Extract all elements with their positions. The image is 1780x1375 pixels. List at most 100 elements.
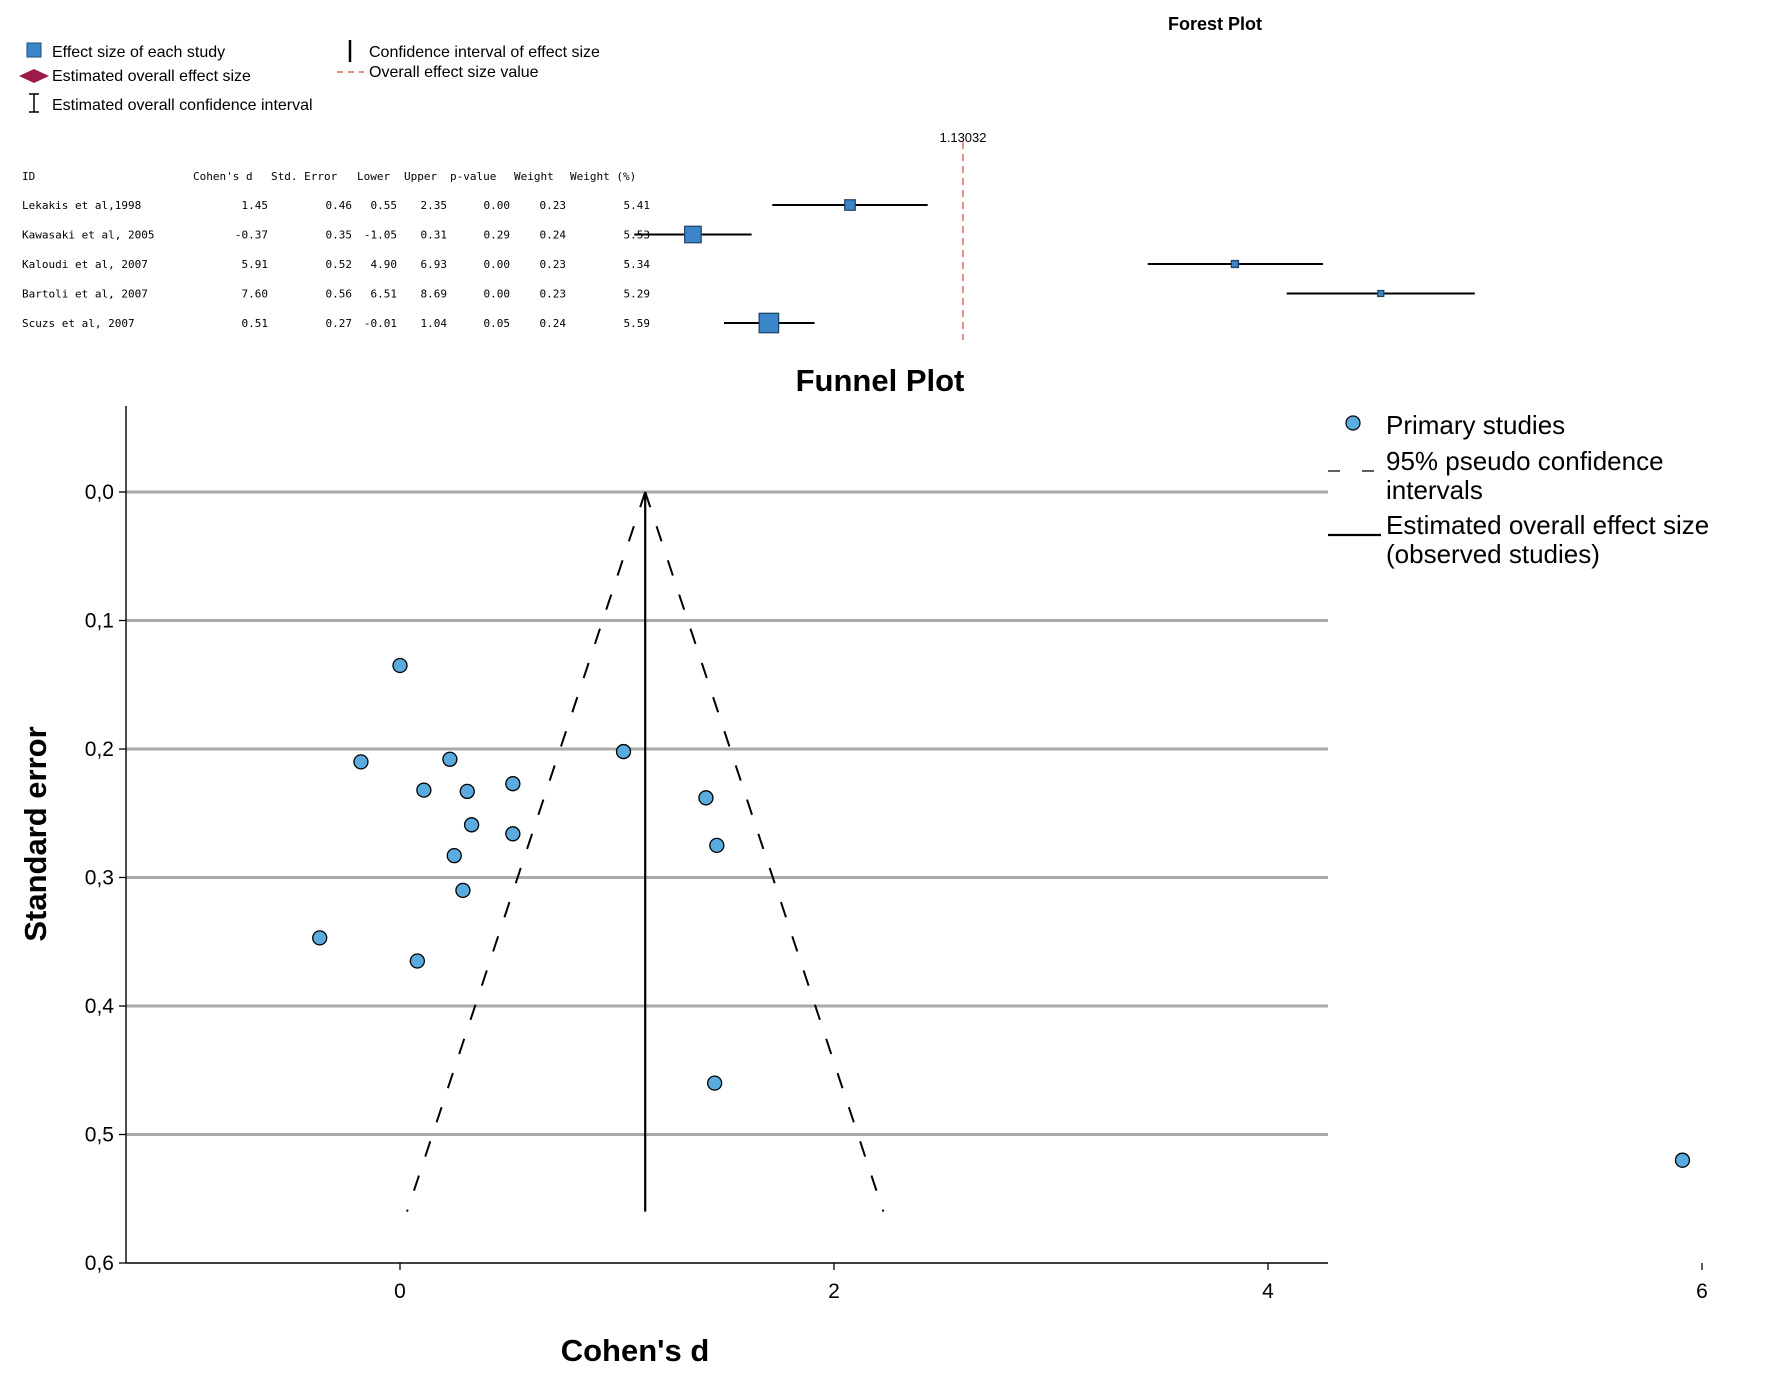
forest-cell-p: 0.00 (484, 288, 511, 301)
forest-cell-id: Kaloudi et al, 2007 (22, 258, 148, 271)
forest-cell-w: 0.23 (540, 199, 567, 212)
funnel-plot: Funnel Plot 0,00,10,20,30,40,50,6-202468… (18, 363, 1709, 1368)
forest-graph (634, 142, 1475, 340)
study-point (698, 790, 714, 806)
study-point (455, 882, 471, 898)
pseudo-ci-right (644, 491, 885, 1212)
funnel-axes: 0,00,10,20,30,40,50,6-202468 (85, 406, 1708, 1303)
forest-effect-box (758, 312, 780, 334)
forest-cell-id: Lekakis et al,1998 (22, 199, 141, 212)
legend-overall-ci-label: Estimated overall confidence interval (52, 97, 313, 114)
forest-cell-lower: 6.51 (371, 288, 398, 301)
funnel-plot-title: Funnel Plot (796, 363, 965, 398)
forest-plot-title: Forest Plot (1168, 14, 1262, 34)
legend-primary-studies-marker (1345, 415, 1361, 431)
col-header-lower: Lower (357, 170, 390, 183)
y-tick-label: 0,6 (85, 1252, 114, 1275)
x-tick-label: 4 (1262, 1280, 1274, 1303)
forest-cell-w: 0.23 (540, 258, 567, 271)
y-tick-label: 0,4 (85, 995, 115, 1018)
col-header-weight: Weight (514, 170, 554, 183)
study-point (707, 1075, 723, 1091)
x-tick-label: 0 (394, 1280, 406, 1303)
forest-table-rows: Lekakis et al,1998 1.45 0.46 0.55 2.35 0.00 0.… (22, 199, 650, 330)
x-tick-label: 2 (828, 1280, 840, 1303)
y-axis-label: Standard error (18, 726, 53, 941)
forest-cell-upper: 6.93 (421, 258, 448, 271)
legend-overall-value-label: Overall effect size value (369, 64, 539, 81)
forest-cell-se: 0.27 (326, 317, 353, 330)
funnel-legend: Primary studies 95% pseudo confidence in… (1328, 410, 1709, 569)
legend-pseudo-ci-label-line1: 95% pseudo confidence (1386, 446, 1664, 476)
forest-plot: Forest Plot Effect size of each study Es… (19, 14, 1475, 340)
legend-primary-studies-label: Primary studies (1386, 410, 1565, 440)
forest-cell-w: 0.24 (540, 317, 567, 330)
forest-cell-se: 0.35 (326, 229, 353, 242)
forest-cell-lower: -0.01 (364, 317, 397, 330)
forest-cell-wp: 5.29 (624, 288, 651, 301)
pseudo-confidence-intervals (406, 491, 885, 1212)
funnel-points (312, 657, 1691, 1168)
forest-cell-se: 0.56 (326, 288, 353, 301)
forest-table: ID Cohen's d Std. Error Lower Upper p-va… (22, 170, 636, 183)
forest-cell-p: 0.29 (484, 229, 511, 242)
forest-cell-upper: 0.31 (421, 229, 448, 242)
forest-cell-d: -0.37 (235, 229, 268, 242)
forest-cell-d: 1.45 (242, 199, 269, 212)
study-point (442, 751, 458, 767)
forest-cell-lower: -1.05 (364, 229, 397, 242)
forest-cell-d: 7.60 (242, 288, 269, 301)
forest-cell-w: 0.24 (540, 229, 567, 242)
study-point (312, 930, 328, 946)
col-header-id: ID (22, 170, 35, 183)
funnel-grid (126, 490, 1328, 1136)
legend-pseudo-ci-label-line2: intervals (1386, 475, 1483, 505)
forest-legend: Effect size of each study Estimated over… (19, 40, 600, 114)
forest-cell-id: Kawasaki et al, 2005 (22, 229, 154, 242)
forest-cell-p: 0.05 (484, 317, 511, 330)
col-header-p-value: p-value (450, 170, 496, 183)
y-tick-label: 0,1 (85, 610, 114, 633)
y-tick-label: 0,5 (85, 1124, 114, 1147)
forest-effect-box (1377, 289, 1385, 298)
forest-cell-upper: 2.35 (421, 199, 448, 212)
y-tick-label: 0,3 (85, 867, 114, 890)
legend-ci-label: Confidence interval of effect size (369, 44, 600, 61)
study-point (615, 743, 632, 760)
y-tick-label: 0,0 (85, 481, 114, 504)
legend-study-effect-label: Effect size of each study (52, 44, 225, 61)
x-axis-label: Cohen's d (561, 1333, 710, 1368)
forest-effect-box (1230, 259, 1239, 269)
study-point (446, 848, 462, 864)
study-point (1674, 1152, 1691, 1168)
study-point (463, 817, 480, 833)
pseudo-ci-left (406, 491, 647, 1212)
forest-cell-upper: 1.04 (421, 317, 448, 330)
forest-effect-box (684, 225, 702, 244)
forest-cell-wp: 5.34 (624, 258, 651, 271)
study-point (505, 776, 521, 792)
forest-cell-w: 0.23 (540, 288, 567, 301)
x-tick-label: 6 (1696, 1280, 1708, 1303)
study-point (709, 837, 725, 854)
legend-overall-effect-label-line2: (observed studies) (1386, 539, 1600, 569)
forest-cell-se: 0.52 (326, 258, 353, 271)
legend-overall-effect-label-line1: Estimated overall effect size (1386, 510, 1709, 540)
overall-value-label: 1.13032 (940, 130, 987, 145)
col-header-cohens-d: Cohen's d (193, 170, 253, 183)
col-header-std-error: Std. Error (271, 170, 338, 183)
study-point (459, 783, 475, 800)
forest-cell-p: 0.00 (484, 199, 511, 212)
forest-cell-id: Scuzs et al, 2007 (22, 317, 135, 330)
forest-cell-upper: 8.69 (421, 288, 448, 301)
forest-cell-d: 5.91 (242, 258, 269, 271)
legend-study-effect-swatch (26, 42, 42, 58)
forest-cell-lower: 4.90 (371, 258, 398, 271)
forest-cell-wp: 5.41 (624, 199, 651, 212)
study-point (409, 953, 426, 969)
forest-cell-id: Bartoli et al, 2007 (22, 288, 148, 301)
forest-effect-box (844, 199, 856, 211)
study-point (353, 754, 369, 770)
forest-cell-lower: 0.55 (371, 199, 398, 212)
